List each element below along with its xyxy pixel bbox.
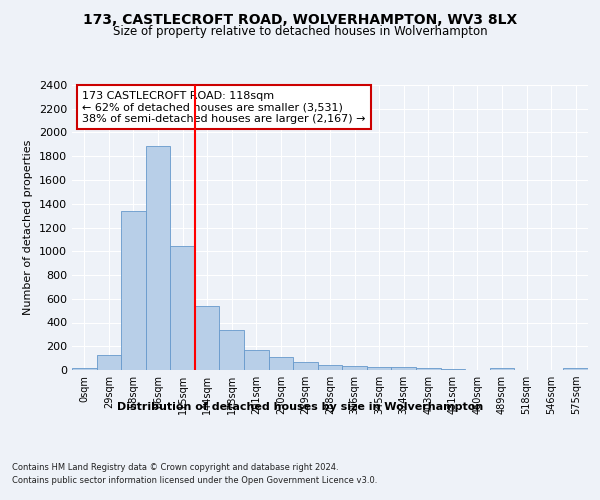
Bar	[490, 368, 514, 370]
Text: 173, CASTLECROFT ROAD, WOLVERHAMPTON, WV3 8LX: 173, CASTLECROFT ROAD, WOLVERHAMPTON, WV…	[83, 12, 517, 26]
Bar	[367, 366, 391, 370]
Bar	[244, 350, 269, 370]
Bar	[563, 368, 588, 370]
Bar	[391, 367, 416, 370]
Bar	[121, 211, 146, 370]
Bar	[269, 357, 293, 370]
Bar	[195, 306, 220, 370]
Bar	[342, 366, 367, 370]
Text: Contains public sector information licensed under the Open Government Licence v3: Contains public sector information licen…	[12, 476, 377, 485]
Bar	[318, 365, 342, 370]
Text: 173 CASTLECROFT ROAD: 118sqm
← 62% of detached houses are smaller (3,531)
38% of: 173 CASTLECROFT ROAD: 118sqm ← 62% of de…	[82, 90, 366, 124]
Bar	[97, 355, 121, 370]
Text: Distribution of detached houses by size in Wolverhampton: Distribution of detached houses by size …	[117, 402, 483, 412]
Bar	[72, 368, 97, 370]
Bar	[220, 330, 244, 370]
Bar	[293, 362, 318, 370]
Y-axis label: Number of detached properties: Number of detached properties	[23, 140, 34, 315]
Bar	[170, 246, 195, 370]
Text: Contains HM Land Registry data © Crown copyright and database right 2024.: Contains HM Land Registry data © Crown c…	[12, 462, 338, 471]
Text: Size of property relative to detached houses in Wolverhampton: Size of property relative to detached ho…	[113, 25, 487, 38]
Bar	[416, 368, 440, 370]
Bar	[146, 146, 170, 370]
